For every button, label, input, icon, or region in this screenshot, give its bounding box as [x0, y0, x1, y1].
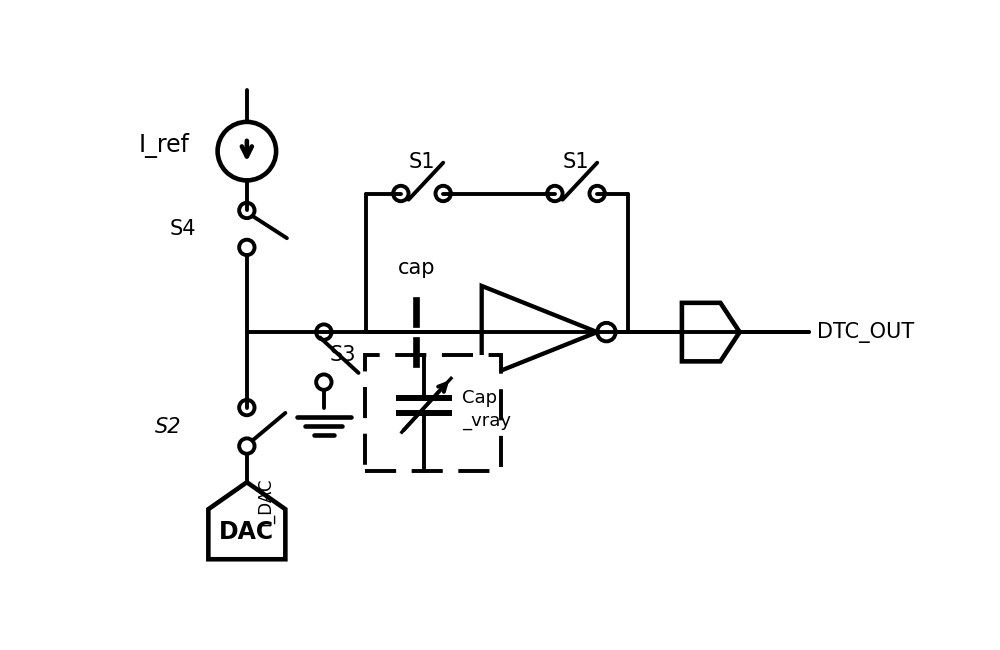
Text: Cap: Cap [462, 389, 498, 406]
Text: _vray: _vray [462, 411, 511, 430]
Text: I_ref: I_ref [139, 133, 190, 158]
Text: S1: S1 [563, 152, 589, 172]
Text: I_DAC: I_DAC [257, 477, 275, 526]
Polygon shape [482, 286, 597, 378]
Text: S4: S4 [170, 219, 196, 239]
Polygon shape [682, 303, 740, 361]
Text: S2: S2 [154, 417, 181, 437]
Text: S3: S3 [329, 345, 356, 365]
Text: DAC: DAC [219, 520, 274, 544]
Text: S1: S1 [409, 152, 435, 172]
Text: cap: cap [398, 258, 435, 278]
Bar [365, 355, 501, 471]
Text: DTC_OUT: DTC_OUT [817, 322, 914, 343]
Polygon shape [208, 482, 285, 559]
